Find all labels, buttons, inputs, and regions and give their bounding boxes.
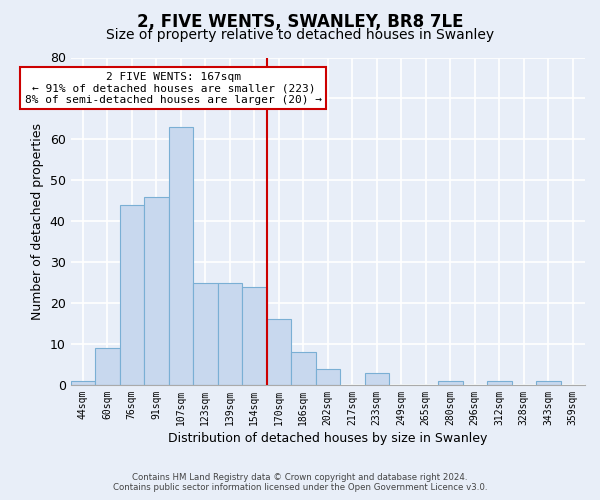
Bar xyxy=(365,372,389,385)
Bar xyxy=(119,205,144,385)
Bar xyxy=(218,282,242,385)
Bar xyxy=(169,127,193,385)
Bar xyxy=(291,352,316,385)
Bar xyxy=(95,348,119,385)
Text: 2 FIVE WENTS: 167sqm
← 91% of detached houses are smaller (223)
8% of semi-detac: 2 FIVE WENTS: 167sqm ← 91% of detached h… xyxy=(25,72,322,105)
Text: 2, FIVE WENTS, SWANLEY, BR8 7LE: 2, FIVE WENTS, SWANLEY, BR8 7LE xyxy=(137,12,463,30)
Text: Contains HM Land Registry data © Crown copyright and database right 2024.
Contai: Contains HM Land Registry data © Crown c… xyxy=(113,473,487,492)
Bar xyxy=(266,320,291,385)
Y-axis label: Number of detached properties: Number of detached properties xyxy=(31,122,44,320)
Text: Size of property relative to detached houses in Swanley: Size of property relative to detached ho… xyxy=(106,28,494,42)
Bar xyxy=(144,196,169,385)
X-axis label: Distribution of detached houses by size in Swanley: Distribution of detached houses by size … xyxy=(168,432,487,445)
Bar xyxy=(487,381,511,385)
Bar xyxy=(316,368,340,385)
Bar xyxy=(193,282,218,385)
Bar xyxy=(536,381,560,385)
Bar xyxy=(242,286,266,385)
Bar xyxy=(71,381,95,385)
Bar xyxy=(438,381,463,385)
